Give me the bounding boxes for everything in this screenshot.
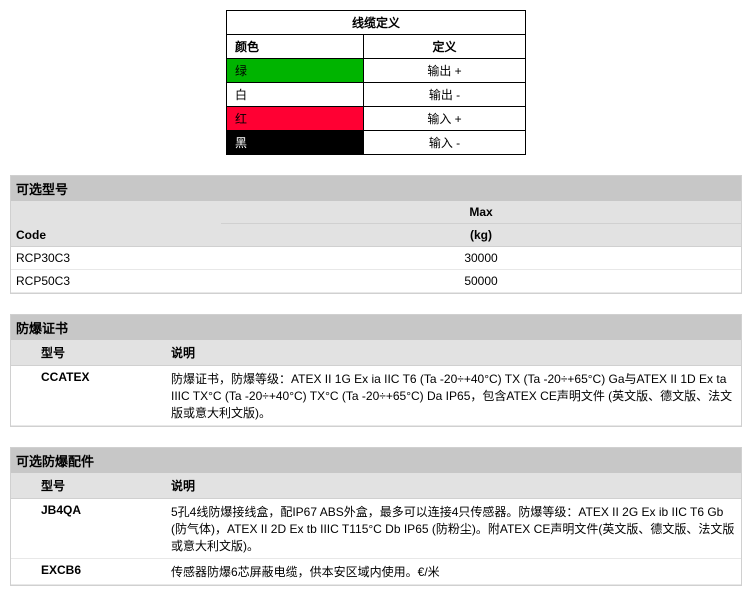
- table-row: JB4QA5孔4线防爆接线盒，配IP67 ABS外盒，最多可以连接4只传感器。防…: [11, 499, 741, 559]
- acc-desc: 5孔4线防爆接线盒，配IP67 ABS外盒，最多可以连接4只传感器。防爆等级：A…: [166, 499, 741, 559]
- acc-title: 可选防爆配件: [11, 448, 741, 473]
- cable-row: 绿输出 +: [227, 59, 526, 83]
- cable-row: 红输入 +: [227, 107, 526, 131]
- models-col-max1: Max: [221, 201, 741, 224]
- cert-col-desc: 说明: [166, 340, 741, 366]
- models-col-max2: (kg): [221, 224, 741, 247]
- models-section: 可选型号 Code Max (kg) RCP30C330000RCP50C350…: [10, 175, 742, 294]
- cable-def-cell: 输出 -: [364, 83, 526, 107]
- acc-model: JB4QA: [11, 499, 166, 559]
- cert-model: CCATEX: [11, 366, 166, 426]
- cable-definition-table: 线缆定义 颜色 定义 绿输出 +白输出 -红输入 +黑输入 -: [226, 10, 526, 155]
- cable-color-cell: 白: [227, 83, 364, 107]
- acc-col-model: 型号: [11, 473, 166, 499]
- table-row: RCP50C350000: [11, 270, 741, 293]
- model-code: RCP50C3: [11, 270, 221, 293]
- model-code: RCP30C3: [11, 247, 221, 270]
- model-max: 30000: [221, 247, 741, 270]
- cable-header-def: 定义: [364, 35, 526, 59]
- cable-color-cell: 黑: [227, 131, 364, 155]
- acc-col-desc: 说明: [166, 473, 741, 499]
- models-title: 可选型号: [11, 176, 741, 201]
- table-row: CCATEX防爆证书，防爆等级：ATEX II 1G Ex ia IIC T6 …: [11, 366, 741, 426]
- acc-table: 型号 说明 JB4QA5孔4线防爆接线盒，配IP67 ABS外盒，最多可以连接4…: [11, 473, 741, 585]
- cert-section: 防爆证书 型号 说明 CCATEX防爆证书，防爆等级：ATEX II 1G Ex…: [10, 314, 742, 427]
- cable-title: 线缆定义: [227, 11, 526, 35]
- models-table: Code Max (kg) RCP30C330000RCP50C350000: [11, 201, 741, 293]
- models-col-code: Code: [11, 201, 221, 247]
- cable-color-cell: 红: [227, 107, 364, 131]
- table-row: RCP30C330000: [11, 247, 741, 270]
- cert-title: 防爆证书: [11, 315, 741, 340]
- cert-desc: 防爆证书，防爆等级：ATEX II 1G Ex ia IIC T6 (Ta -2…: [166, 366, 741, 426]
- cert-col-model: 型号: [11, 340, 166, 366]
- cable-def-cell: 输入 +: [364, 107, 526, 131]
- model-max: 50000: [221, 270, 741, 293]
- cable-header-color: 颜色: [227, 35, 364, 59]
- cable-row: 白输出 -: [227, 83, 526, 107]
- cable-def-cell: 输出 +: [364, 59, 526, 83]
- acc-section: 可选防爆配件 型号 说明 JB4QA5孔4线防爆接线盒，配IP67 ABS外盒，…: [10, 447, 742, 586]
- cable-def-cell: 输入 -: [364, 131, 526, 155]
- cable-color-cell: 绿: [227, 59, 364, 83]
- cert-table: 型号 说明 CCATEX防爆证书，防爆等级：ATEX II 1G Ex ia I…: [11, 340, 741, 426]
- cable-row: 黑输入 -: [227, 131, 526, 155]
